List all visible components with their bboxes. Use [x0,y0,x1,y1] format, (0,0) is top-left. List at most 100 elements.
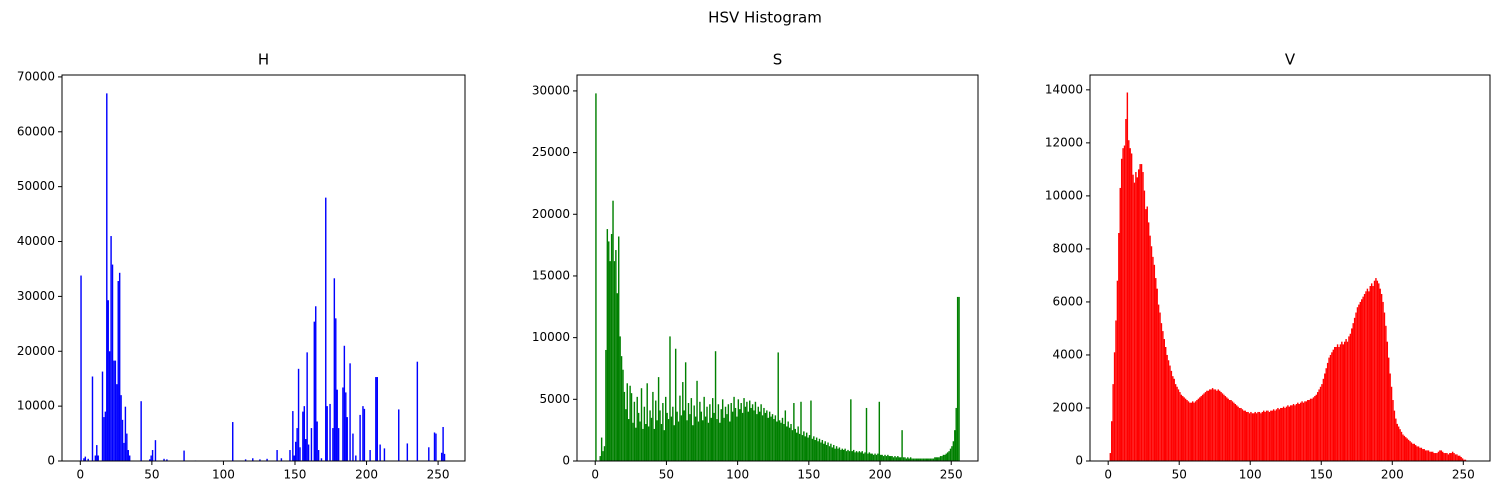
histogram-bar [918,458,920,461]
histogram-bar [1146,206,1148,461]
histogram-bar [861,451,863,461]
histogram-bar [928,458,930,461]
histogram-bar [1213,389,1215,461]
histogram-bar [907,457,909,461]
histogram-bar [363,408,366,461]
histogram-bar [599,456,601,461]
histogram-bar [114,360,117,461]
histogram-bar [744,406,747,461]
histogram-bar [1254,411,1256,461]
histogram-bar [803,431,805,461]
histogram-bar [83,458,85,461]
histogram-bar [315,306,317,461]
histogram-bar [620,356,623,461]
y-tick-label: 2000 [1052,400,1083,414]
histogram-bar [935,457,937,461]
histogram-bar [1376,280,1379,461]
histogram-bar [878,401,881,461]
histogram-bar [714,351,717,461]
histogram-bar [1305,401,1308,461]
histogram-bar [1128,140,1130,461]
histogram-bar [1454,454,1457,461]
histogram-bar [843,449,845,461]
histogram-bar [1389,373,1391,461]
histogram-bar [800,401,802,461]
histogram-bar [798,433,801,461]
histogram-bar [1440,450,1442,461]
histogram-bar [343,345,346,461]
histogram-bar [643,406,646,461]
histogram-bar [1311,398,1313,461]
histogram-bar [952,441,955,461]
histogram-bar [938,457,940,461]
histogram-bar [673,425,675,461]
y-tick-label: 30000 [532,83,570,97]
histogram-bar [1359,301,1362,461]
histogram-bar [150,455,152,461]
histogram-bar [649,410,651,461]
histogram-bar [894,456,896,461]
histogram-bar [1461,458,1464,461]
histogram-bar [838,447,841,461]
histogram-bar [761,415,764,461]
histogram-bar [1139,164,1141,462]
histogram-bar [713,412,715,461]
histogram-bar [1426,450,1428,461]
histogram-bar [855,451,858,461]
histogram-bar [850,399,852,461]
histogram-bar [1207,390,1210,461]
histogram-bar [1257,411,1259,461]
histogram-bar [118,272,121,461]
histogram-bar [871,453,873,461]
histogram-bar [877,453,879,461]
histogram-bar [163,458,165,461]
histogram-bar [1372,286,1374,461]
x-tick-label: 200 [355,468,378,482]
histogram-bar [1441,451,1444,461]
histogram-bar [1129,148,1131,461]
histogram-bar [1444,453,1447,461]
histogram-bar [1297,402,1299,461]
histogram-bar [111,264,114,461]
histogram-bar [731,411,734,461]
histogram-bar [1388,357,1390,461]
histogram-bar [657,377,660,461]
histogram-bar [1407,439,1410,461]
histogram-bar [927,458,929,461]
histogram-bar [1162,331,1164,461]
histogram-bar [1338,347,1340,461]
histogram-bar [337,428,340,461]
histogram-bar [1238,407,1241,461]
histogram-bar [852,449,855,461]
histogram-bar [702,420,704,461]
histogram-bar [662,403,664,461]
histogram-bar [362,406,364,461]
histogram-bar [721,399,724,461]
histogram-bar [603,446,606,461]
histogram-bar [820,442,822,461]
histogram-bar [127,450,129,461]
histogram-bar [349,363,351,461]
histogram-bar [1353,317,1356,461]
histogram-bar [689,414,691,461]
histogram-bar [1380,293,1383,461]
histogram-bar [1339,344,1342,461]
histogram-bar [757,406,759,461]
histogram-bar [113,360,115,461]
histogram-bar [764,412,767,461]
histogram-bar [1349,333,1352,461]
histogram-bar [1291,405,1293,461]
y-tick-label: 8000 [1052,241,1083,255]
histogram-bar [1419,447,1421,461]
histogram-bar [252,458,254,461]
histogram-bar [345,392,347,461]
histogram-bar [297,368,300,461]
histogram-bar [406,443,409,461]
histogram-bar [1183,397,1185,461]
y-tick-label: 50000 [17,179,55,193]
histogram-bar [1412,443,1414,461]
histogram-bar [280,458,283,461]
histogram-bar [1415,445,1417,461]
histogram-bar [244,459,247,461]
